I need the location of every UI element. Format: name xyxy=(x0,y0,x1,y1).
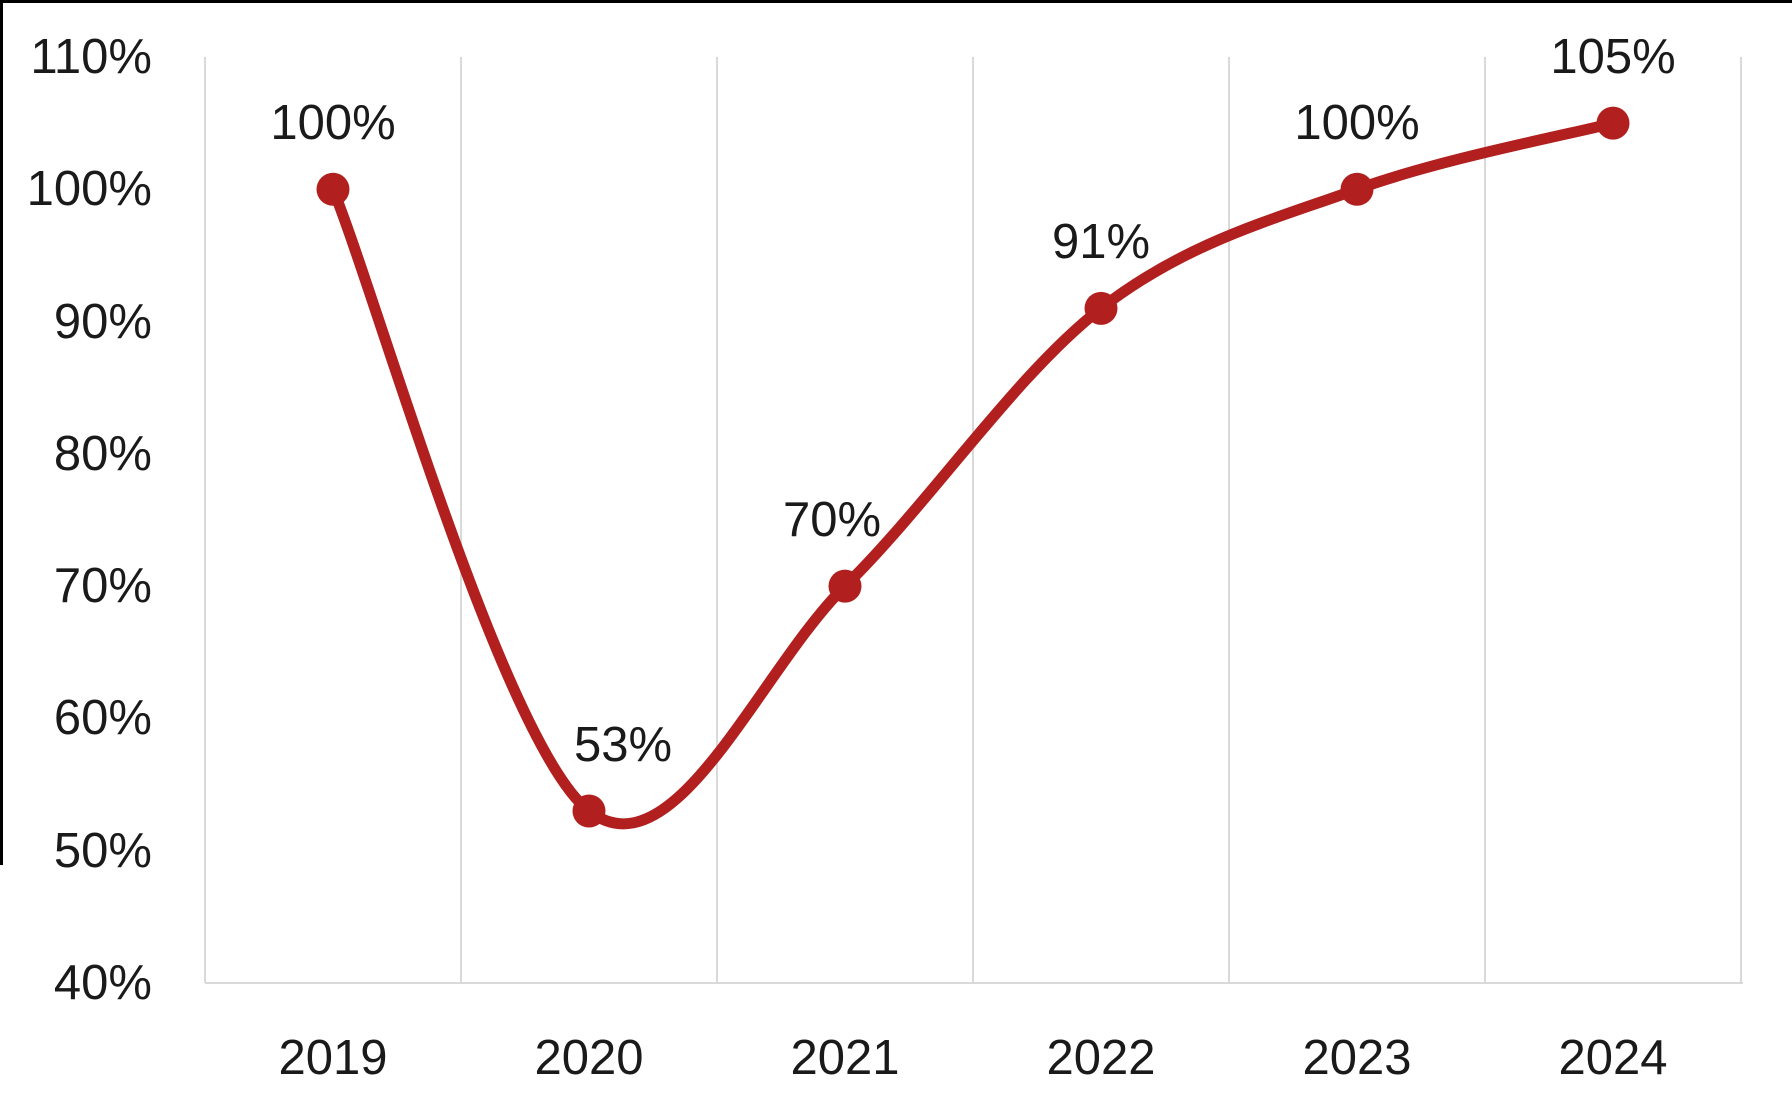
data-label: 100% xyxy=(1294,96,1420,151)
x-axis-tick-label: 2019 xyxy=(278,1031,388,1085)
x-axis-tick-label: 2022 xyxy=(1046,1031,1156,1085)
x-axis-tick-label: 2020 xyxy=(534,1031,644,1085)
data-point-marker xyxy=(572,794,606,828)
data-point-marker xyxy=(1340,172,1374,206)
y-axis-tick-label: 110% xyxy=(30,30,152,84)
vertical-gridline xyxy=(1740,57,1742,983)
screenshot-top-border xyxy=(0,0,1792,3)
y-axis-tick-label: 90% xyxy=(53,294,152,349)
data-point-marker xyxy=(316,172,350,206)
screenshot-left-border xyxy=(0,0,3,865)
vertical-gridline xyxy=(460,57,462,983)
vertical-gridline xyxy=(1228,57,1230,983)
data-label: 105% xyxy=(1550,30,1676,85)
y-axis-tick-label: 40% xyxy=(53,956,152,1010)
x-axis-line xyxy=(205,982,1743,984)
vertical-gridline xyxy=(1484,57,1486,983)
data-point-marker xyxy=(1084,291,1118,325)
x-axis-tick-label: 2021 xyxy=(790,1031,900,1085)
data-label: 100% xyxy=(270,96,396,151)
vertical-gridline xyxy=(972,57,974,983)
y-axis-tick-label: 60% xyxy=(53,691,152,746)
x-axis-tick-label: 2024 xyxy=(1558,1031,1668,1085)
y-axis-tick-label: 80% xyxy=(53,426,152,481)
data-label: 91% xyxy=(1051,215,1151,270)
data-label: 70% xyxy=(782,493,882,548)
vertical-gridline xyxy=(716,57,718,983)
vertical-gridline xyxy=(204,57,206,983)
data-point-marker xyxy=(828,569,862,603)
data-label: 53% xyxy=(573,718,673,773)
y-axis-tick-label: 100% xyxy=(26,162,152,217)
data-point-marker xyxy=(1596,106,1630,140)
y-axis-tick-label: 50% xyxy=(53,823,152,878)
x-axis-tick-label: 2023 xyxy=(1302,1031,1412,1085)
y-axis-tick-label: 70% xyxy=(53,559,152,614)
